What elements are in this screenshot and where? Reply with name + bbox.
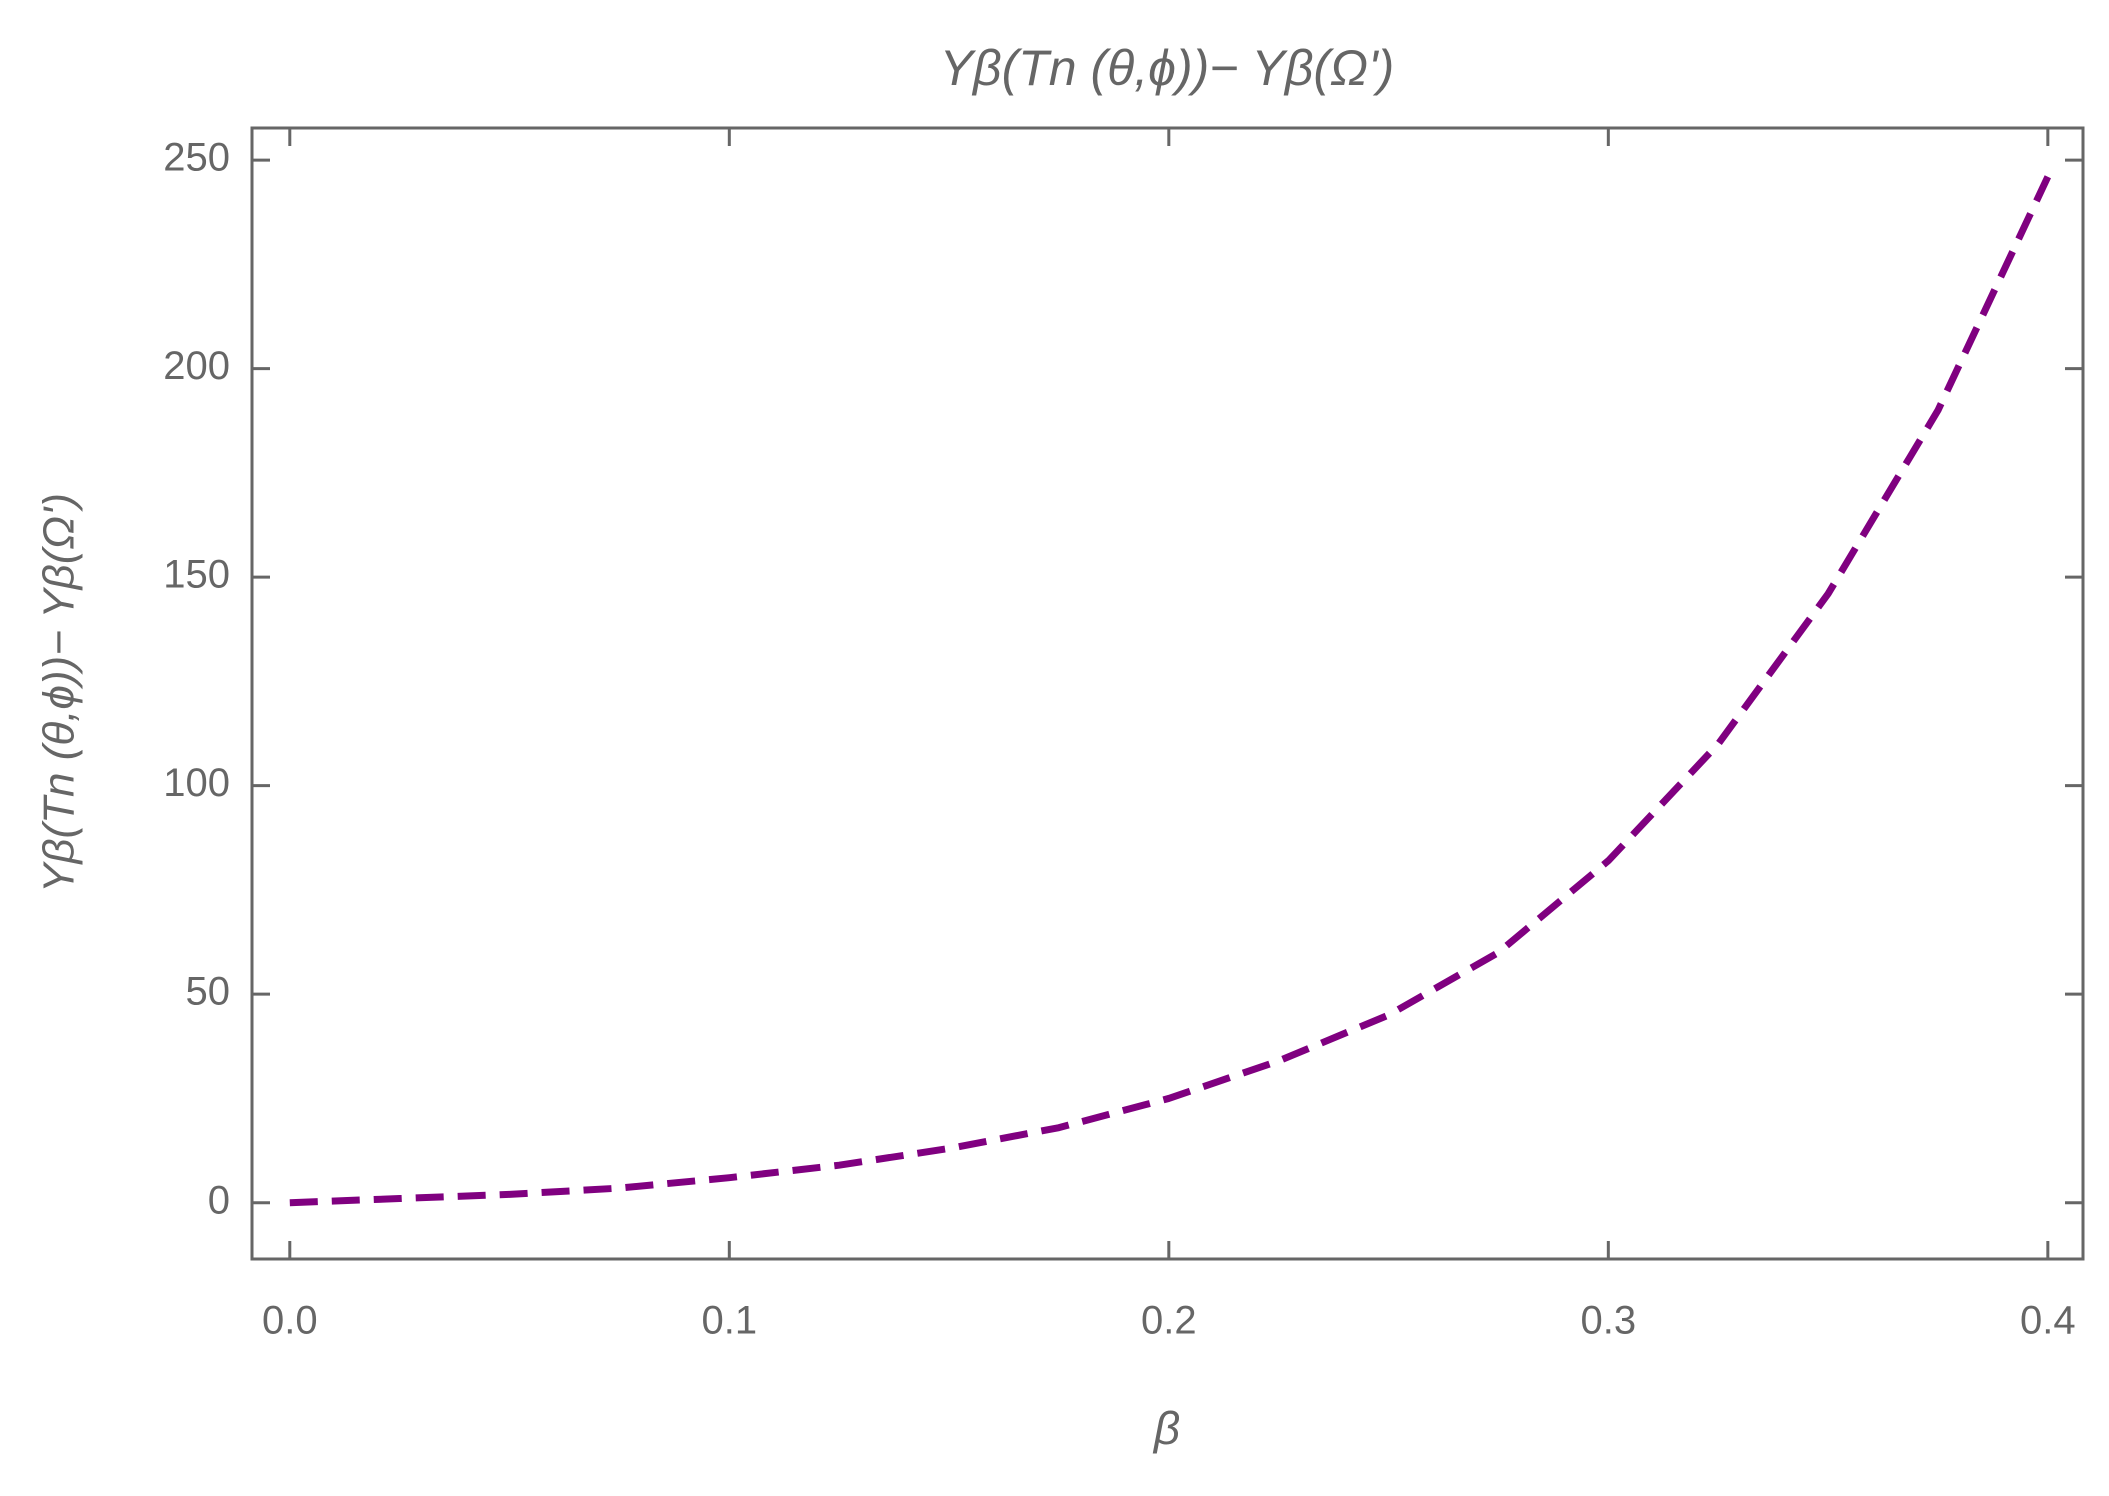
- x-tick-label: 0.1: [702, 1299, 758, 1343]
- plot-frame: [250, 126, 2085, 1261]
- y-tick-label: 100: [163, 761, 230, 805]
- data-line: [289, 175, 2052, 1207]
- y-tick-label: 150: [163, 553, 230, 597]
- x-tick-label: 0.0: [262, 1299, 318, 1343]
- x-axis-label: β: [1152, 1402, 1180, 1454]
- x-tick-label: 0.3: [1581, 1299, 1637, 1343]
- x-tick-label: 0.4: [2020, 1299, 2076, 1343]
- chart-title: Yβ(Tn (θ,ϕ))− Yβ(Ω'): [940, 40, 1395, 96]
- y-tick-label: 50: [186, 970, 231, 1014]
- x-tick-label: 0.2: [1141, 1299, 1197, 1343]
- y-tick-label: 200: [163, 344, 230, 388]
- y-axis-label: Yβ(Tn (θ,ϕ))− Yβ(Ω'): [35, 493, 84, 893]
- y-tick-label: 250: [163, 136, 230, 180]
- y-tick-label: 0: [208, 1178, 230, 1222]
